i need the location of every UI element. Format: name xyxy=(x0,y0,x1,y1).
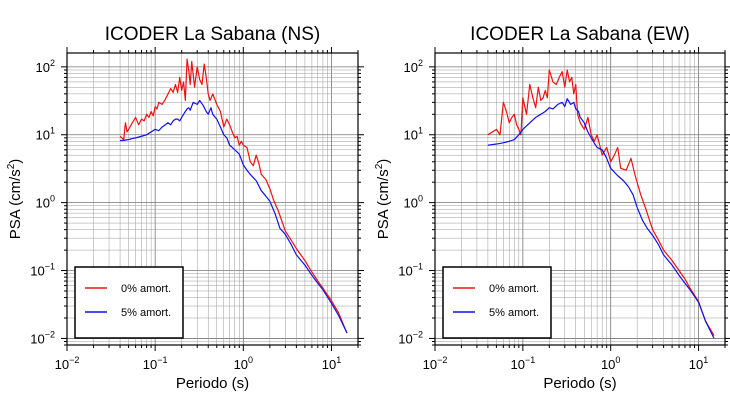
x-tick-label-exponent: 1 xyxy=(336,355,341,365)
legend-label-text: 5% amort. xyxy=(489,307,539,319)
series-line-1 xyxy=(120,99,348,334)
x-tick-label-exponent: 0 xyxy=(615,355,620,365)
chart-title-text: ICODER La Sabana (EW) xyxy=(470,24,690,45)
x-tick-label-base: 10 xyxy=(143,357,157,372)
x-axis-label-text: Periodo (s) xyxy=(543,375,616,392)
legend-label-1: 5% amort. xyxy=(489,307,539,319)
axis-ticks xyxy=(61,47,364,351)
y-tick-label-base: 10 xyxy=(36,60,50,75)
x-tick-label: 101 xyxy=(689,355,708,372)
x-tick-label-base: 10 xyxy=(55,357,69,372)
x-tick-label-exponent: −1 xyxy=(525,355,535,365)
chart-legend: 0% amort. 5% amort. xyxy=(74,266,184,339)
y-axis-label-superscript: 2 xyxy=(374,163,385,169)
y-tick-label: 10−1 xyxy=(30,262,55,279)
chart-title: ICODER La Sabana (NS) xyxy=(105,24,320,45)
legend-box xyxy=(74,266,184,339)
legend-label-1: 5% amort. xyxy=(121,307,171,319)
y-axis-label-text: PSA (cm/s xyxy=(375,169,392,239)
x-tick-label-base: 10 xyxy=(234,357,248,372)
y-tick-label-exponent: 0 xyxy=(50,194,55,204)
y-tick-label-exponent: −1 xyxy=(45,262,55,272)
x-tick-label-base: 10 xyxy=(601,357,615,372)
y-tick-label-exponent: 1 xyxy=(418,126,423,136)
legend-label-text: 5% amort. xyxy=(121,307,171,319)
legend-label-text: 0% amort. xyxy=(489,283,539,295)
x-tick-label-base: 10 xyxy=(689,357,703,372)
y-tick-label: 100 xyxy=(404,194,423,211)
y-axis-label-end: ) xyxy=(375,159,392,164)
y-tick-label: 101 xyxy=(404,126,423,143)
chart-title: ICODER La Sabana (EW) xyxy=(470,24,690,45)
x-tick-label-exponent: −1 xyxy=(157,355,167,365)
x-tick-label: 100 xyxy=(234,355,253,372)
y-axis-label-text: PSA (cm/s xyxy=(7,169,24,239)
y-tick-label: 10−2 xyxy=(398,329,423,346)
x-tick-label-base: 10 xyxy=(322,357,336,372)
legend-label-0: 0% amort. xyxy=(489,283,539,295)
legend-label-text: 0% amort. xyxy=(121,283,171,295)
y-tick-label: 10−1 xyxy=(398,262,423,279)
series-line-0 xyxy=(487,69,715,336)
y-tick-label-exponent: 1 xyxy=(50,126,55,136)
y-tick-label-exponent: −2 xyxy=(413,329,423,339)
legend-box xyxy=(442,266,552,339)
chart-title-text: ICODER La Sabana (NS) xyxy=(105,24,320,45)
y-tick-label-base: 10 xyxy=(36,128,50,143)
chart-legend: 0% amort. 5% amort. xyxy=(442,266,552,339)
plot-frame xyxy=(66,52,359,346)
x-axis-label: Periodo (s) xyxy=(176,375,249,392)
y-tick-label: 102 xyxy=(36,58,55,75)
axis-ticks xyxy=(429,47,730,351)
y-axis-label: PSA (cm/s2) xyxy=(374,159,392,240)
plot-frame xyxy=(434,52,726,346)
y-tick-label-base: 10 xyxy=(404,128,418,143)
x-tick-label: 101 xyxy=(322,355,341,372)
x-tick-label-exponent: 1 xyxy=(703,355,708,365)
y-axis-label-end: ) xyxy=(7,159,24,164)
x-tick-label: 10−2 xyxy=(55,355,80,372)
y-tick-label: 101 xyxy=(36,126,55,143)
x-tick-label-base: 10 xyxy=(423,357,437,372)
x-tick-label: 10−2 xyxy=(423,355,448,372)
y-tick-label-base: 10 xyxy=(30,331,44,346)
x-axis-label: Periodo (s) xyxy=(543,375,616,392)
y-tick-label-base: 10 xyxy=(398,264,412,279)
series-line-1 xyxy=(487,98,715,339)
series-line-0 xyxy=(119,58,348,334)
y-tick-label: 100 xyxy=(36,194,55,211)
y-tick-label-base: 10 xyxy=(36,196,50,211)
x-tick-label-exponent: −2 xyxy=(69,355,79,365)
y-tick-label: 10−2 xyxy=(30,329,55,346)
legend-label-0: 0% amort. xyxy=(121,283,171,295)
y-tick-label-base: 10 xyxy=(30,264,44,279)
y-tick-label-exponent: −2 xyxy=(45,329,55,339)
x-tick-label-exponent: 0 xyxy=(248,355,253,365)
x-axis-label-text: Periodo (s) xyxy=(176,375,249,392)
y-tick-label-exponent: 0 xyxy=(418,194,423,204)
x-tick-label: 10−1 xyxy=(510,355,535,372)
y-tick-label-exponent: 2 xyxy=(418,58,423,68)
x-tick-label: 100 xyxy=(601,355,620,372)
x-tick-label-exponent: −2 xyxy=(437,355,447,365)
y-tick-label-base: 10 xyxy=(398,331,412,346)
y-tick-label-base: 10 xyxy=(404,196,418,211)
y-tick-label: 102 xyxy=(404,58,423,75)
x-tick-label-base: 10 xyxy=(510,357,524,372)
y-tick-label-exponent: 2 xyxy=(50,58,55,68)
y-tick-label-exponent: −1 xyxy=(413,262,423,272)
y-tick-label-base: 10 xyxy=(404,60,418,75)
y-axis-label: PSA (cm/s2) xyxy=(6,159,24,240)
y-axis-label-superscript: 2 xyxy=(6,163,17,169)
x-tick-label: 10−1 xyxy=(143,355,168,372)
